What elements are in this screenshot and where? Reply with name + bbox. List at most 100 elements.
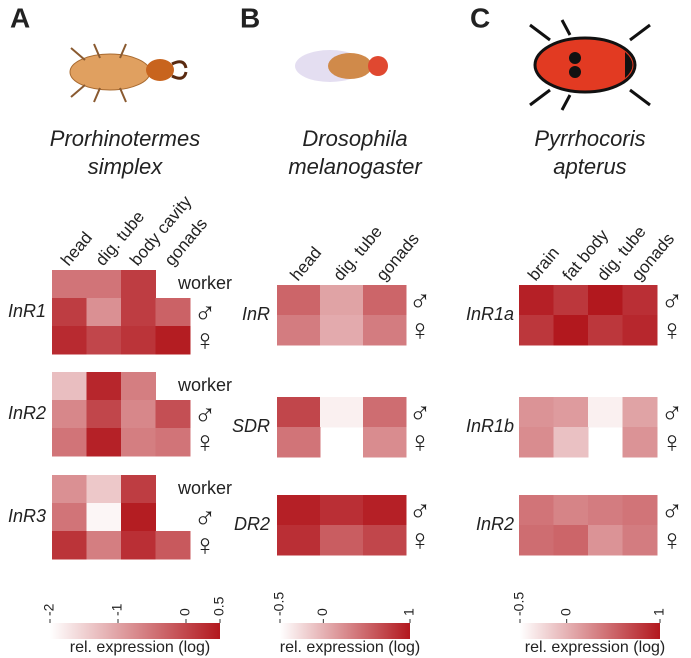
heat-cell <box>622 495 658 526</box>
heat-cell <box>519 315 554 346</box>
gene-label: InR <box>242 304 270 324</box>
column-label: head <box>57 228 96 269</box>
row-label: ♀ <box>409 314 432 347</box>
row-label: ♀ <box>661 426 684 459</box>
heat-cell <box>588 397 623 428</box>
heat-cell <box>86 372 122 401</box>
heat-cell <box>320 397 364 428</box>
heat-cell <box>86 326 122 355</box>
row-label: ♂ <box>661 284 684 317</box>
colorbar <box>520 623 660 639</box>
species-name: melanogaster <box>288 154 423 179</box>
species-name: Pyrrhocoris <box>534 126 645 151</box>
panel-letter: B <box>240 2 260 33</box>
species-name: Prorhinotermes <box>50 126 200 151</box>
colorbar-label: rel. expression (log) <box>525 639 666 656</box>
heat-cell <box>155 326 191 355</box>
row-label: worker <box>177 375 232 395</box>
heat-cell <box>86 428 122 457</box>
row-label: ♀ <box>661 524 684 557</box>
species-name: simplex <box>88 154 164 179</box>
heat-cell <box>52 531 87 560</box>
panel-letter: C <box>470 2 490 33</box>
gene-label: InR1a <box>466 304 514 324</box>
heat-cell <box>519 397 554 428</box>
heat-cell <box>588 495 623 526</box>
heat-cell <box>86 475 122 504</box>
heat-cell <box>155 400 191 429</box>
row-label: ♂ <box>661 494 684 527</box>
colorbar-tick-label: 0 <box>557 608 573 616</box>
heat-cell <box>320 315 364 346</box>
heat-cell <box>553 525 589 556</box>
colorbar-tick-label: 1 <box>651 608 667 616</box>
colorbar-tick-label: -2 <box>41 603 57 616</box>
heat-cell <box>277 397 321 428</box>
gene-label: InR1 <box>8 301 46 321</box>
heat-cell <box>52 503 87 532</box>
heat-cell <box>363 427 407 458</box>
column-label: head <box>286 243 325 284</box>
heat-cell <box>519 285 554 316</box>
termite-illustration <box>69 43 188 103</box>
heat-cell <box>588 285 623 316</box>
heat-cell <box>52 428 87 457</box>
firebug-illustration <box>529 19 651 111</box>
colorbar-label: rel. expression (log) <box>70 639 211 656</box>
heat-cell <box>277 285 321 316</box>
heat-cell <box>52 400 87 429</box>
heat-cell <box>553 285 589 316</box>
gene-label: InR2 <box>8 403 46 423</box>
heat-cell <box>121 372 156 401</box>
heat-cell <box>121 326 156 355</box>
row-label: ♀ <box>194 324 217 357</box>
species-name: Drosophila <box>302 126 407 151</box>
heat-cell <box>52 298 87 327</box>
heat-cell <box>52 270 87 299</box>
gene-label: DR2 <box>234 514 270 534</box>
heat-cell <box>553 315 589 346</box>
row-label: ♂ <box>409 284 432 317</box>
heat-cell <box>553 495 589 526</box>
fly-illustration <box>295 50 388 82</box>
heat-cell <box>519 427 554 458</box>
heat-cell <box>121 503 156 532</box>
heat-cell <box>553 427 589 458</box>
gene-label: InR2 <box>476 514 514 534</box>
heat-cell <box>86 503 122 532</box>
heat-cell <box>320 525 364 556</box>
row-label: worker <box>177 478 232 498</box>
row-label: ♂ <box>661 396 684 429</box>
heat-cell <box>363 525 407 556</box>
gene-label: InR3 <box>8 506 46 526</box>
colorbar-tick-label: 0 <box>177 608 193 616</box>
row-label: ♀ <box>661 314 684 347</box>
colorbar-tick-label: -0.5 <box>271 592 287 616</box>
heat-cell <box>52 326 87 355</box>
heat-cell <box>277 315 321 346</box>
heat-cell <box>622 285 658 316</box>
heat-cell <box>121 428 156 457</box>
heat-cell <box>52 475 87 504</box>
heat-cell <box>519 495 554 526</box>
heat-cell <box>622 315 658 346</box>
heat-cell <box>622 427 658 458</box>
row-label: ♀ <box>409 524 432 557</box>
column-label: brain <box>524 243 563 284</box>
colorbar-tick-label: -0.5 <box>511 592 527 616</box>
heat-cell <box>320 495 364 526</box>
heat-cell <box>121 298 156 327</box>
colorbar <box>280 623 410 639</box>
heat-cell <box>622 525 658 556</box>
heat-cell <box>320 285 364 316</box>
panel-letter: A <box>10 2 30 33</box>
colorbar-tick-label: 0 <box>314 608 330 616</box>
heat-cell <box>155 298 191 327</box>
heat-cell <box>277 427 321 458</box>
species-name: apterus <box>553 154 626 179</box>
colorbar-label: rel. expression (log) <box>280 639 421 656</box>
row-label: ♀ <box>194 426 217 459</box>
heat-cell <box>121 400 156 429</box>
heat-cell <box>86 298 122 327</box>
heat-cell <box>277 495 321 526</box>
